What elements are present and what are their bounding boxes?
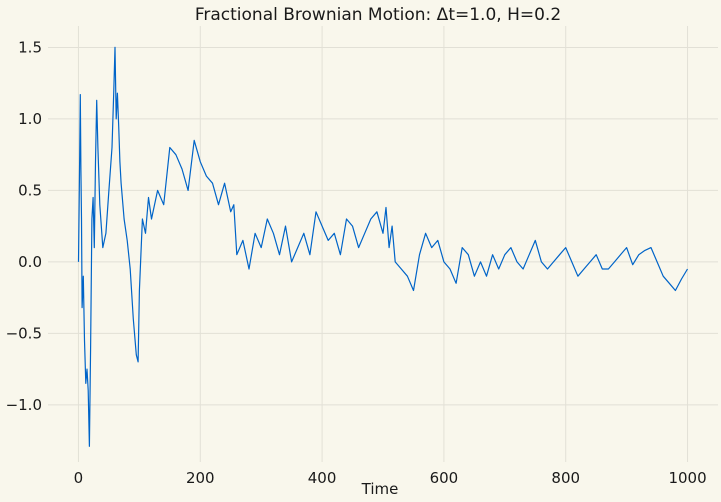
x-axis: 0 200 400 600 800 1000	[74, 469, 707, 487]
y-tick-label: −1.0	[6, 396, 42, 414]
y-tick-label: 1.5	[18, 38, 42, 56]
grid	[48, 26, 718, 462]
x-tick-label: 0	[74, 469, 84, 487]
y-tick-label: 0.5	[18, 181, 42, 199]
x-tick-label: 1000	[668, 469, 706, 487]
x-tick-label: 800	[551, 469, 580, 487]
y-tick-label: −0.5	[6, 324, 42, 342]
y-axis: −1.0 −0.5 0.0 0.5 1.0 1.5	[6, 38, 42, 413]
x-tick-label: 400	[308, 469, 337, 487]
y-tick-label: 0.0	[18, 253, 42, 271]
series-group	[77, 46, 689, 447]
x-axis-title: Time	[361, 480, 399, 498]
x-tick-label: 200	[186, 469, 215, 487]
y-tick-label: 1.0	[18, 110, 42, 128]
chart-title: Fractional Brownian Motion: Δt=1.0, H=0.…	[195, 5, 561, 25]
x-tick-label: 600	[430, 469, 459, 487]
series-line	[77, 46, 689, 447]
